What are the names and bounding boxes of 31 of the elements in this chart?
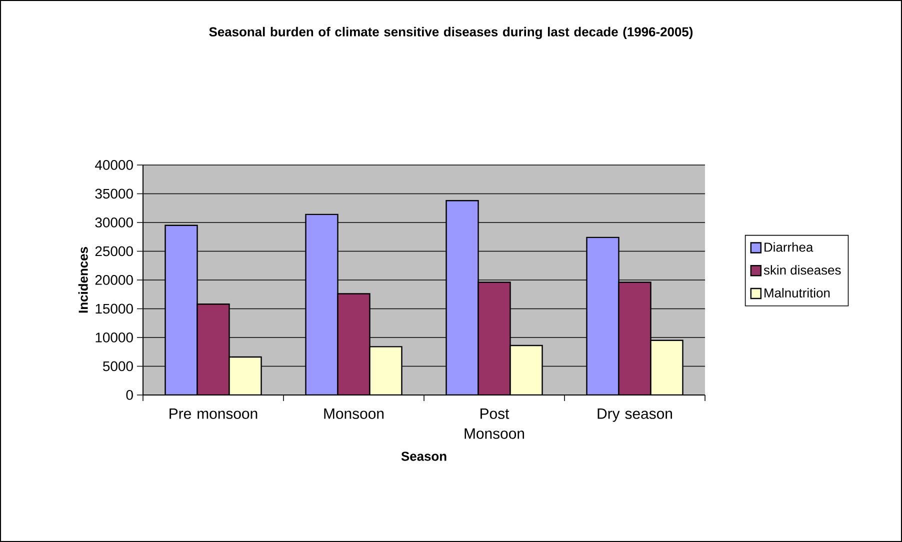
y-tick-label: 20000 [95, 275, 133, 285]
chart-title: Seasonal burden of climate sensitive diseases during last decade (1996-2005) [209, 26, 693, 40]
x-tick-label: Post Monsoon [464, 408, 524, 439]
bar [196, 304, 230, 395]
y-axis-title: Incidences [78, 247, 88, 313]
y-tick-label: 5000 [103, 361, 133, 372]
bar [586, 236, 620, 395]
bar [478, 282, 511, 395]
y-tick-label: 40000 [95, 160, 133, 170]
bar [446, 200, 479, 395]
y-tick-label: 15000 [96, 304, 133, 314]
bar [305, 214, 338, 395]
bar [618, 282, 652, 395]
y-tick-label: 10000 [96, 332, 133, 342]
y-tick-label: 0 [126, 390, 133, 400]
y-tick-label: 35000 [95, 188, 133, 199]
bar [650, 340, 684, 395]
y-tick-label: 25000 [95, 246, 133, 256]
legend-label: skin diseases [764, 265, 841, 275]
bar [337, 293, 370, 395]
bar [228, 356, 262, 395]
bar [164, 224, 198, 395]
legend-label: Diarrhea [764, 242, 814, 252]
y-tick-label: 30000 [95, 218, 133, 228]
bar [369, 346, 402, 395]
x-tick-label: Monsoon [324, 408, 384, 419]
legend-label: Malnutrition [764, 288, 830, 298]
x-tick-label: Pre monsoon [170, 408, 258, 419]
x-axis-title: Season [401, 452, 446, 461]
x-tick-label: Dry season [598, 408, 672, 422]
bar [510, 344, 543, 395]
